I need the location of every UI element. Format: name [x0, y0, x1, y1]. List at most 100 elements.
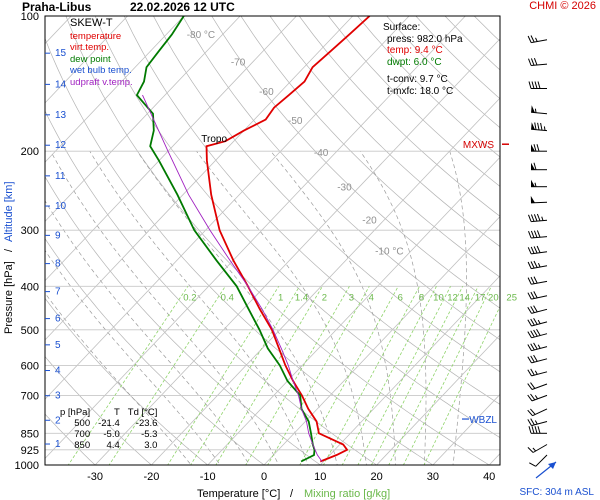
pressure-tick-label: 100: [21, 11, 39, 23]
dry-adiabat: [211, 16, 500, 309]
wind-barb-flag: [536, 144, 540, 152]
wind-barb-flag: [533, 305, 538, 313]
wind-barb-flag: [533, 214, 538, 222]
table-row: 700 -5.0 -5.3: [56, 429, 161, 440]
wind-barb-flag: [530, 408, 536, 415]
wind-barb-flag: [533, 230, 538, 238]
wind-barb-half-flag: [541, 216, 544, 221]
altitude-tick-label: 15: [55, 48, 67, 59]
dry-adiabat: [473, 16, 500, 42]
wind-barb: [530, 195, 548, 204]
wind-barb: [527, 291, 548, 300]
cell-dewpoint: -5.3: [141, 429, 158, 440]
wind-barb-flag: [527, 383, 533, 390]
wind-barb-flag: [530, 343, 535, 351]
wind-barb-staff: [532, 408, 548, 417]
isotherm-label: -70: [231, 58, 246, 69]
wind-barb: [531, 144, 547, 152]
wind-barb: [527, 368, 548, 377]
wind-barb-flag: [531, 81, 535, 89]
table-row: 850 4.4 3.0: [56, 440, 161, 451]
wind-barb-flag: [530, 230, 535, 238]
wind-barb: [527, 245, 548, 255]
wind-barb-half-flag: [535, 37, 538, 42]
wind-barb-flag: [530, 355, 535, 363]
altitude-tick-label: 14: [55, 79, 67, 90]
wind-barb: [527, 408, 548, 417]
surface-title: Surface:: [383, 22, 421, 33]
mixing-ratio-label: 8: [419, 292, 424, 303]
wind-barb-staff: [531, 383, 548, 390]
series-line-temperature: [205, 16, 371, 463]
wind-barb-pennant: [531, 162, 535, 170]
isotherm: [45, 16, 354, 341]
wind-barb-flag: [530, 382, 536, 389]
wind-barb-flag: [528, 231, 532, 239]
isotherm-label: -60: [259, 87, 274, 98]
x-tick-label: 0: [261, 471, 267, 483]
cell-temperature: 4.4: [106, 440, 120, 451]
wind-barb: [527, 382, 548, 390]
pressure-tick-label: 925: [21, 445, 39, 457]
wind-barb-flag: [527, 369, 532, 377]
wind-barb-flag: [530, 214, 535, 222]
isotherm: [488, 453, 500, 465]
altitude-tick-label: 10: [55, 201, 67, 212]
wind-barb-flag: [530, 330, 535, 338]
legend-item-temperature: temperature: [70, 30, 122, 42]
isotherm: [376, 334, 500, 465]
wind-barb-flag: [536, 230, 541, 238]
wind-barb-flag: [530, 306, 535, 313]
wind-barb-flag: [527, 292, 532, 300]
isotherm: [94, 38, 500, 465]
plot-area: [45, 16, 500, 465]
mixing-ratio-line: [245, 286, 350, 465]
mixing-ratio-label: 3: [349, 292, 354, 303]
wind-barb-flag: [536, 329, 541, 336]
wind-barb-flag: [540, 122, 543, 131]
moist-adiabat: [45, 292, 192, 465]
isotherm-label: -30: [337, 183, 352, 194]
wind-barb-half-flag: [534, 182, 537, 187]
max-forecast-temperature: t-mxfc: 18.0 °C: [387, 85, 454, 97]
wind-barb: [527, 354, 548, 364]
pressure-tick-label: 300: [21, 225, 39, 237]
mixing-ratio-label: 25: [506, 292, 517, 303]
mixing-ratio-line: [299, 286, 399, 465]
dry-adiabat: [123, 16, 500, 405]
altitude-tick-label: 5: [55, 340, 61, 351]
wind-barb: [528, 426, 547, 434]
wind-barb-flag: [530, 368, 535, 376]
wind-barb-flag: [533, 317, 538, 325]
legend-item-updraft: udpraft v.temp.: [70, 76, 133, 88]
wind-barb-flag: [533, 144, 537, 152]
wind-barbs: [527, 35, 548, 467]
wind-barb-pennant: [531, 122, 535, 130]
wind-barb-flag: [533, 354, 538, 362]
isotherm-label: -50: [288, 116, 303, 127]
wind-barb: [527, 393, 548, 402]
mixing-ratio-line: [167, 286, 280, 465]
convective-temperature: t-conv: 9.7 °C: [387, 74, 448, 85]
wind-barb-flag: [527, 409, 533, 417]
wind-barb-flag: [527, 277, 532, 285]
legend-item-dew-point: dew point: [70, 53, 111, 65]
wind-barb-flag: [534, 122, 537, 130]
wind-barb-flag: [533, 329, 538, 337]
wind-barb-flag: [527, 319, 532, 327]
wind-barb-flag: [527, 261, 532, 269]
header-pressure: p [hPa]: [60, 407, 91, 418]
mixing-ratio-label: 12: [447, 292, 458, 303]
wind-barb-half-flag: [537, 319, 541, 324]
x-axis-label-mixing-ratio: Mixing ratio [g/kg]: [304, 488, 390, 500]
altitude-tick-label: 9: [55, 230, 61, 241]
wind-barb-flag: [537, 426, 541, 434]
wind-barb-flag: [533, 342, 538, 350]
wind-barb-staff: [535, 454, 548, 467]
wind-barb-flag: [533, 246, 538, 254]
altitude-tick-label: 11: [55, 171, 66, 182]
mixing-ratio-line: [267, 286, 370, 465]
wind-barb-flag: [530, 393, 536, 401]
header-temperature: T: [113, 407, 120, 418]
dry-adiabat: [45, 413, 96, 465]
